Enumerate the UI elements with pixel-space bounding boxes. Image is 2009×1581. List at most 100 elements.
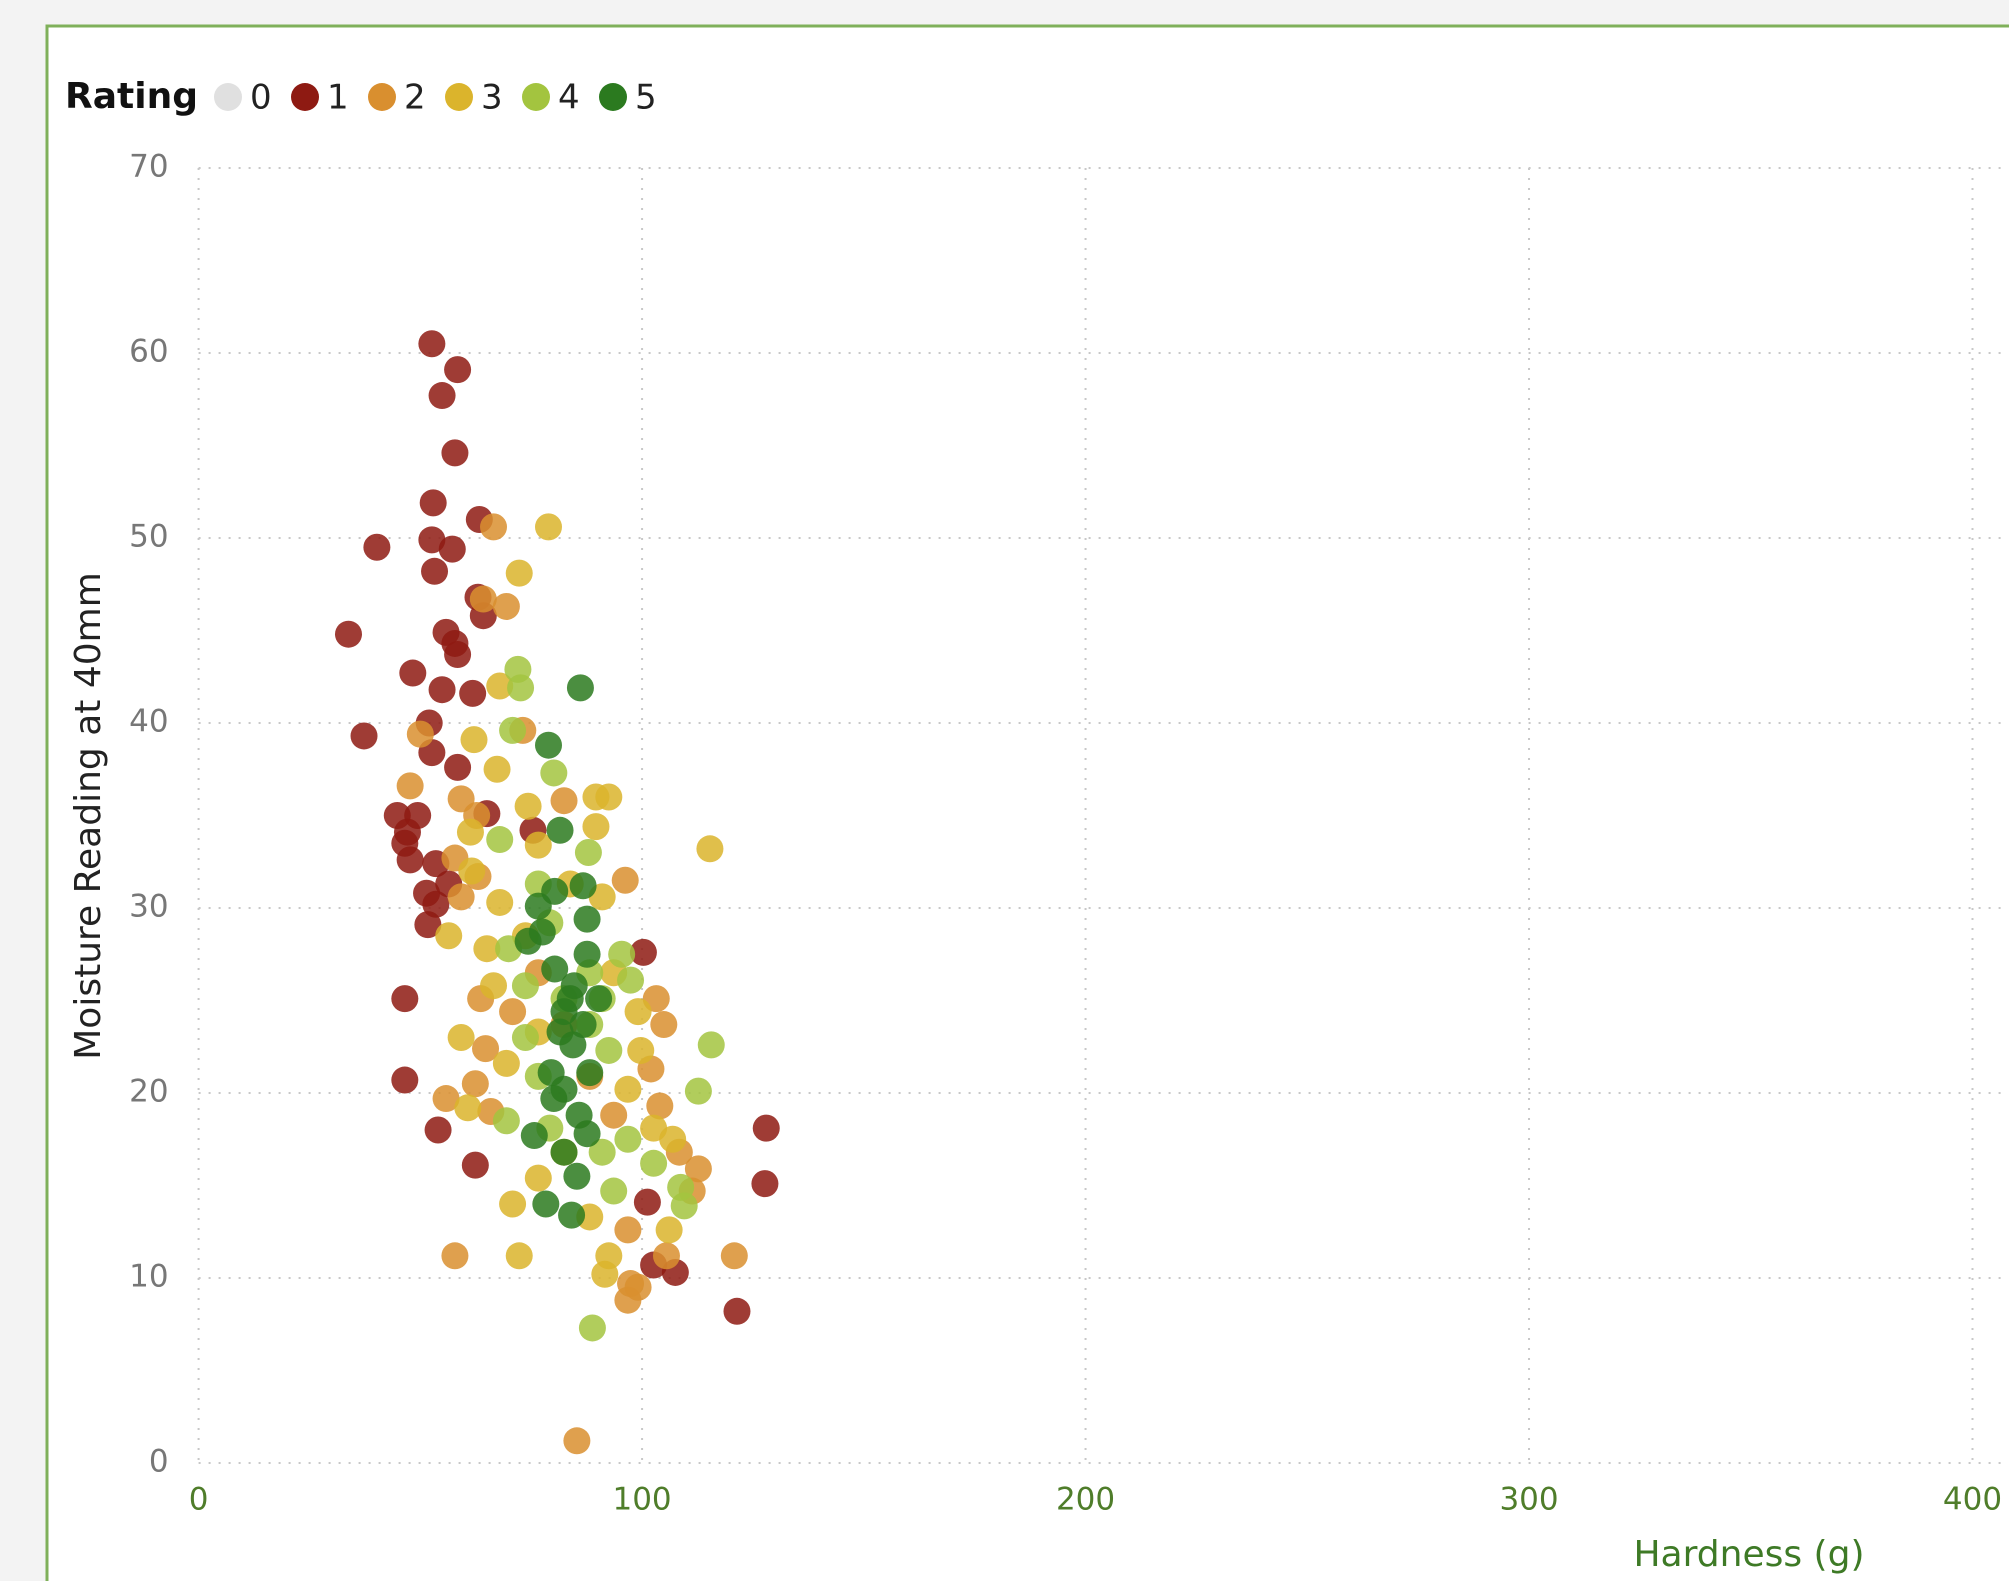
point [454,1094,482,1122]
point [532,1190,560,1218]
point [563,1427,591,1455]
point [540,1085,568,1113]
point [573,1120,601,1148]
point [486,826,514,854]
point [406,720,434,748]
point [444,641,472,669]
point [460,726,488,754]
point [444,753,472,781]
point [541,955,569,983]
point [459,679,487,707]
point [350,722,378,750]
point [492,1049,520,1077]
point [473,935,501,963]
legend-marker [522,83,550,111]
point [684,1155,712,1183]
point [399,659,427,687]
point [595,1036,623,1064]
point [540,759,568,787]
point [438,535,466,563]
point [396,846,424,874]
point [578,1314,606,1342]
point [428,382,456,410]
point [600,1101,628,1129]
point [573,940,601,968]
point [444,356,472,384]
point [684,1077,712,1105]
point [422,890,450,918]
point [524,831,552,859]
point [556,985,584,1013]
point [419,489,447,517]
point [414,911,442,939]
point [418,330,446,358]
point [624,998,652,1026]
point [441,1242,469,1270]
x-tick-label: 0 [189,1482,209,1518]
point [697,1031,725,1059]
y-tick-label: 70 [129,149,168,185]
point [486,888,514,916]
y-tick-label: 20 [129,1074,168,1110]
x-axis-title: Hardness (g) [1633,1534,1864,1575]
legend-title: Rating [65,76,198,117]
point [655,1216,683,1244]
y-tick-label: 60 [129,334,168,370]
point [585,985,613,1013]
visual-frame [45,24,2009,1581]
point [611,866,639,894]
y-axis-title: Moisture Reading at 40mm [68,572,109,1060]
point [696,835,724,863]
point [576,1059,604,1087]
point [514,927,542,955]
point [646,1092,674,1120]
point [650,1011,678,1039]
point [550,1138,578,1166]
point [391,1066,419,1094]
point [421,557,449,585]
point [418,526,446,554]
point [492,592,520,620]
point [524,892,552,920]
point [629,938,657,966]
point [492,1107,520,1135]
point [432,1085,460,1113]
y-tick-label: 40 [129,704,168,740]
point [614,1125,642,1153]
point [569,872,597,900]
point [472,1035,500,1063]
point [723,1297,751,1325]
x-tick-label: 400 [1943,1482,2002,1518]
point [428,676,456,704]
legend-label: 2 [404,78,426,118]
point [458,857,486,885]
point [363,533,391,561]
point [573,905,601,933]
point [520,1122,548,1150]
point [569,1011,597,1039]
point [614,1216,642,1244]
point [480,972,508,1000]
point [511,972,539,1000]
point [499,716,527,744]
y-tick-label: 10 [129,1259,168,1295]
point [563,1162,591,1190]
point [480,513,508,541]
y-tick-label: 30 [129,889,168,925]
point [627,1036,655,1064]
point [535,731,563,759]
point [574,839,602,866]
point [652,1242,680,1270]
point [461,1070,489,1098]
point [670,1192,698,1220]
point [499,1190,527,1218]
point [505,559,533,587]
point [752,1114,780,1142]
point [334,620,362,648]
point [550,787,578,815]
legend-label: 5 [635,78,657,118]
point [469,585,497,613]
point [524,1164,552,1192]
y-tick-label: 50 [129,519,168,555]
